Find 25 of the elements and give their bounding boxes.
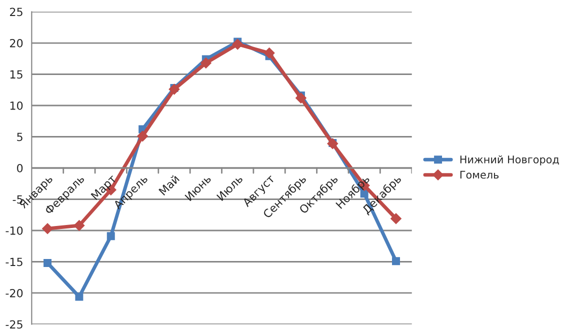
point — [232, 38, 244, 50]
y-tick-label: 0 — [17, 164, 23, 172]
y-tick-label: 25 — [10, 8, 22, 16]
point — [74, 220, 85, 231]
y-tick-label: 5 — [17, 132, 22, 142]
y-tick-label: -10 — [6, 226, 23, 235]
point — [200, 58, 212, 68]
point — [106, 232, 115, 240]
point — [168, 84, 180, 95]
point — [264, 48, 275, 58]
y-tick-label: -20 — [6, 288, 23, 298]
legend-label: Гомель — [460, 170, 499, 179]
legend-label: Нижний Новгород — [460, 155, 559, 166]
point — [137, 130, 148, 142]
point — [44, 259, 52, 267]
y-tick-label: 10 — [10, 101, 23, 110]
point — [42, 223, 53, 234]
y-tick-label: -15 — [6, 258, 22, 266]
point — [392, 257, 400, 266]
point — [75, 292, 84, 301]
point — [296, 92, 306, 104]
point — [327, 138, 338, 150]
y-tick-label: 20 — [10, 38, 23, 48]
y-tick-label: -25 — [6, 320, 22, 329]
y-tick-label: 15 — [10, 70, 22, 79]
